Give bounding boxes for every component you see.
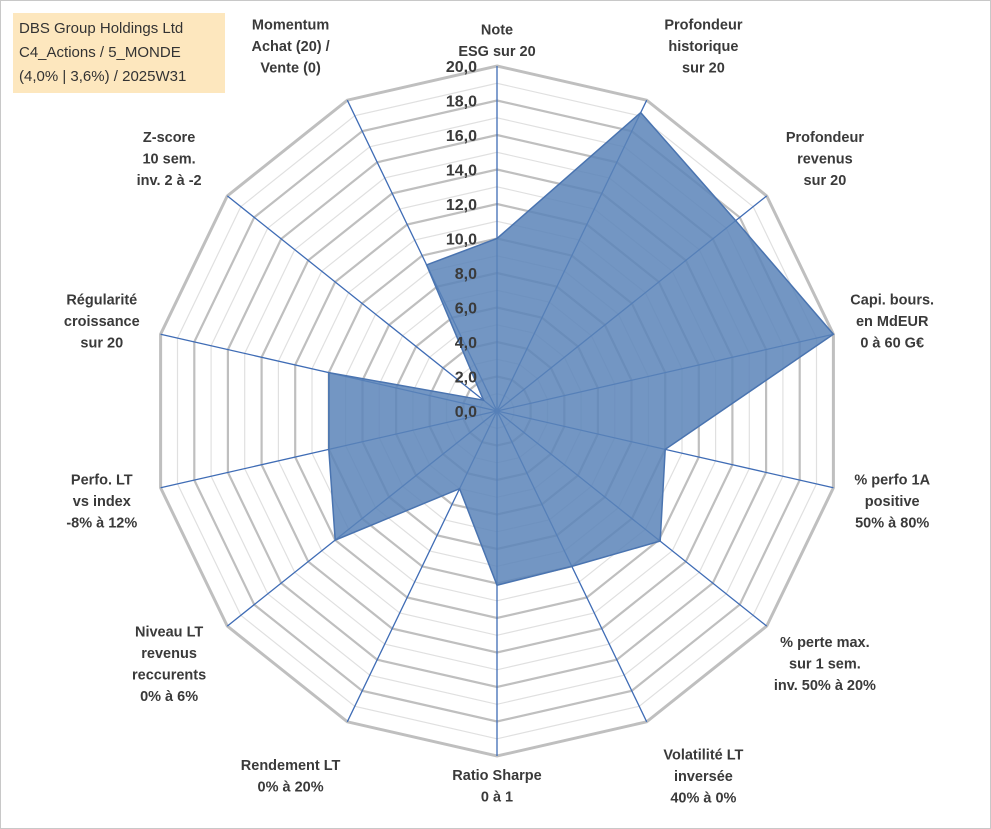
axis-label-line: Profondeur	[664, 18, 742, 34]
tick-label: 10,0	[446, 232, 477, 249]
axis-spoke	[226, 195, 498, 412]
tick-label: 20,0	[446, 59, 477, 76]
axis-label-line: Rendement LT	[241, 758, 341, 774]
axis-label: Capi. bours. en MdEUR 0 à 60 G€	[850, 292, 934, 351]
info-category: C4_Actions / 5_MONDE	[19, 44, 181, 61]
axis-label-line: Capi. bours.	[850, 292, 934, 308]
axis-label-line: inv. 2 à -2	[137, 173, 202, 189]
tick-label: 0,0	[455, 404, 477, 421]
axis-label-line: Perfo. LT	[71, 473, 133, 489]
axis-label-line: 40% à 0%	[670, 790, 736, 806]
axis-label: Ratio Sharpe 0 à 1	[452, 768, 541, 806]
axis-label-line: 0% à 6%	[140, 689, 198, 705]
axis-label-line: sur 20	[682, 61, 725, 77]
tick-label: 14,0	[446, 163, 477, 180]
axis-label-line: sur 1 sem.	[789, 657, 861, 673]
axis-label-line: -8% à 12%	[66, 516, 137, 532]
tick-label: 18,0	[446, 94, 477, 111]
axis-label-line: croissance	[64, 314, 140, 330]
axis-label-line: Volatilité LT	[663, 747, 743, 763]
axis-label-line: Note	[481, 23, 513, 39]
axis-label-line: % perfo 1A	[854, 473, 930, 489]
tick-label: 2,0	[455, 370, 477, 387]
axis-label-line: historique	[668, 39, 738, 55]
axis-label: % perte max. sur 1 sem. inv. 50% à 20%	[774, 635, 876, 694]
axis-label-line: sur 20	[80, 335, 123, 351]
axis-label: Volatilité LT inversée 40% à 0%	[663, 747, 743, 806]
radar-axis-labels: Note ESG sur 20 Profondeur historique sur 20…	[64, 18, 934, 807]
axis-label: Régularité croissance sur 20	[64, 292, 140, 351]
axis-label-line: revenus	[797, 152, 853, 168]
tick-label: 16,0	[446, 128, 477, 145]
axis-label-line: ESG sur 20	[458, 44, 535, 60]
axis-label-line: % perte max.	[780, 635, 869, 651]
axis-label-line: Achat (20) /	[252, 39, 330, 55]
axis-label-line: 10 sem.	[142, 152, 195, 168]
radar-tick-labels: 0,0 2,0 4,0 6,0 8,0 10,0 12,0 14,0 16,0 18,0 20,0	[446, 59, 477, 421]
axis-label-line: Régularité	[66, 292, 137, 308]
axis-label-line: Z-score	[143, 130, 195, 146]
axis-label: Momentum Achat (20) / Vente (0)	[252, 18, 330, 77]
axis-label-line: Momentum	[252, 18, 329, 34]
axis-label-line: reccurents	[132, 667, 206, 683]
axis-label-line: revenus	[141, 646, 197, 662]
axis-label: % perfo 1A positive 50% à 80%	[854, 473, 930, 532]
tick-label: 6,0	[455, 301, 477, 318]
series-area	[328, 111, 835, 587]
tick-label: 12,0	[446, 197, 477, 214]
axis-label-line: inversée	[674, 769, 733, 785]
axis-label-line: Niveau LT	[135, 624, 203, 640]
info-period: (4,0% | 3,6%) / 2025W31	[19, 68, 187, 85]
axis-label: Perfo. LT vs index -8% à 12%	[66, 473, 137, 532]
axis-label-line: 0 à 1	[481, 790, 513, 806]
axis-label-line: Vente (0)	[260, 61, 321, 77]
axis-label-line: vs index	[73, 494, 131, 510]
info-box: DBS Group Holdings Ltd C4_Actions / 5_MO…	[13, 13, 225, 93]
axis-label-line: 50% à 80%	[855, 516, 929, 532]
axis-label-line: 0 à 60 G€	[860, 335, 924, 351]
axis-label: Z-score 10 sem. inv. 2 à -2	[137, 130, 202, 189]
axis-label-line: Ratio Sharpe	[452, 768, 541, 784]
radar-series	[328, 111, 835, 587]
axis-label: Rendement LT 0% à 20%	[241, 758, 341, 796]
axis-label: Profondeur historique sur 20	[664, 18, 742, 77]
tick-label: 8,0	[455, 266, 477, 283]
tick-label: 4,0	[455, 335, 477, 352]
axis-label-line: sur 20	[804, 173, 847, 189]
axis-label-line: en MdEUR	[856, 314, 929, 330]
axis-label-line: positive	[865, 494, 920, 510]
info-company-name: DBS Group Holdings Ltd	[19, 20, 184, 37]
axis-label-line: 0% à 20%	[258, 780, 324, 796]
axis-label-line: inv. 50% à 20%	[774, 678, 876, 694]
axis-label: Note ESG sur 20	[458, 23, 535, 61]
axis-label-line: Profondeur	[786, 130, 864, 146]
axis-label: Niveau LT revenus reccurents 0% à 6%	[132, 624, 206, 705]
axis-label: Profondeur revenus sur 20	[786, 130, 864, 189]
